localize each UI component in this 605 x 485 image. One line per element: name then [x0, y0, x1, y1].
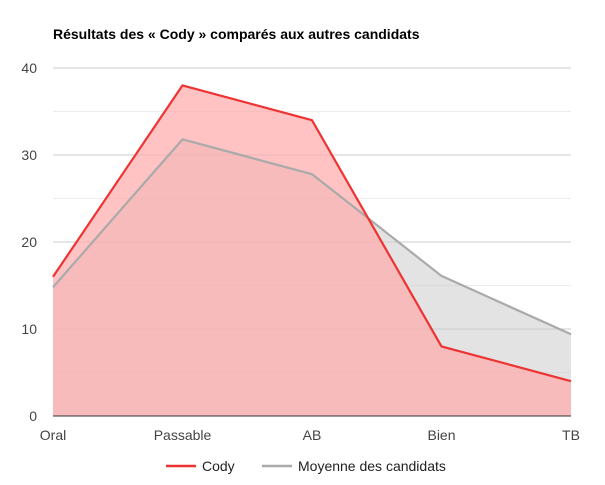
legend-cody-label: Cody [202, 458, 235, 474]
y-tick-label: 20 [21, 234, 37, 250]
y-tick-label: 40 [21, 60, 37, 76]
chart-title: Résultats des « Cody » comparés aux autr… [53, 26, 420, 42]
area-cody [53, 85, 571, 417]
series-line-cody [52, 84, 572, 383]
series-line-moyenne [52, 138, 572, 336]
x-tick-label: Passable [154, 427, 212, 443]
x-tick-label: Bien [427, 427, 455, 443]
x-tick-label: Oral [40, 427, 66, 443]
y-tick-label: 30 [21, 147, 37, 163]
x-tick-label: AB [303, 427, 322, 443]
y-tick-label: 0 [29, 408, 37, 424]
y-tick-label: 10 [21, 321, 37, 337]
x-tick-label: TB [562, 427, 580, 443]
legend-moyenne-label: Moyenne des candidats [298, 458, 446, 474]
